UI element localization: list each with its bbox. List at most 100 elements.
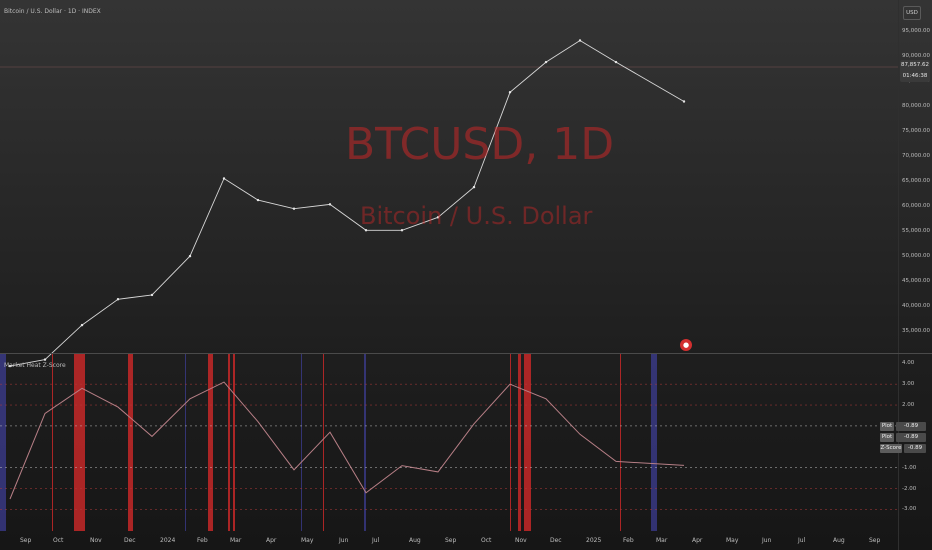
heat-bands-hot [52, 354, 621, 531]
hot-zone-band [323, 354, 324, 531]
price-point [544, 60, 548, 64]
plot-badge-key: Plot [880, 422, 894, 431]
plot-badge-value: -0.89 [896, 433, 926, 442]
pane-divider[interactable] [0, 353, 932, 354]
symbol-watermark: BTCUSD, 1D [345, 119, 615, 170]
hot-zone-band [510, 354, 511, 531]
time-tick-label: Sep [869, 537, 881, 544]
time-tick-label: Jul [372, 537, 380, 544]
price-point [116, 298, 120, 301]
hot-zone-band [233, 354, 235, 531]
price-tick-label: 95,000.00 [902, 28, 930, 34]
plot-badge: Plot -0.89 [880, 422, 930, 431]
hot-zone-band [228, 354, 230, 531]
time-tick-label: Sep [20, 537, 32, 544]
price-point [578, 39, 582, 42]
cold-zone-band [364, 354, 366, 531]
zscore-tick-label: -3.00 [902, 506, 917, 513]
price-point [80, 323, 84, 327]
price-point [43, 358, 47, 361]
hot-zone-band [208, 354, 213, 531]
time-tick-label: Aug [833, 537, 845, 544]
price-tick-label: 50,000.00 [902, 253, 930, 259]
time-tick-label: Apr [692, 537, 703, 544]
time-tick-label: Mar [656, 537, 668, 544]
price-points [8, 39, 686, 368]
price-tick-label: 90,000.00 [902, 53, 930, 59]
price-point [328, 203, 332, 206]
price-point [682, 100, 686, 103]
time-tick-label: Dec [550, 537, 562, 544]
heat-bands-cold [0, 354, 657, 531]
plot-badge-value: -0.89 [896, 422, 926, 431]
price-point [222, 177, 226, 180]
hot-zone-band [52, 354, 53, 531]
price-point [400, 229, 404, 232]
time-tick-label: Dec [124, 537, 136, 544]
zscore-tick-label: 3.00 [902, 381, 915, 388]
price-point [150, 293, 154, 297]
time-tick-label: Oct [53, 537, 64, 544]
price-tick-label: 75,000.00 [902, 128, 930, 134]
zscore-tick-label: 2.00 [902, 402, 915, 409]
currency-button[interactable]: USD [903, 6, 921, 20]
time-tick-label: Jun [762, 537, 772, 544]
cold-zone-band [301, 354, 302, 531]
price-tick-label: 55,000.00 [902, 228, 930, 234]
price-point [364, 229, 368, 232]
time-tick-label: Apr [266, 537, 277, 544]
hot-zone-band [74, 354, 85, 531]
time-tick-label: Feb [623, 537, 634, 544]
price-point [188, 254, 192, 258]
zscore-badge-value: -0.89 [904, 444, 926, 453]
zscore-level-lines [0, 383, 898, 510]
time-tick-label: May [726, 537, 739, 544]
time-tick-label: Nov [90, 537, 102, 544]
time-tick-label: Aug [409, 537, 421, 544]
hot-zone-band [524, 354, 531, 531]
zscore-badge: Z-Score -0.89 [880, 444, 930, 453]
price-point [508, 91, 512, 94]
plot-badge: Plot -0.89 [880, 433, 930, 442]
zscore-tick-label: 4.00 [902, 360, 915, 367]
price-tick-label: 80,000.00 [902, 103, 930, 109]
time-tick-label: Feb [197, 537, 208, 544]
price-tick-label: 60,000.00 [902, 203, 930, 209]
price-axis-border [898, 0, 899, 550]
time-tick-label: Sep [445, 537, 457, 544]
price-tick-label: 35,000.00 [902, 328, 930, 334]
hot-zone-band [518, 354, 521, 531]
cold-zone-band [0, 354, 6, 531]
name-watermark: Bitcoin / U.S. Dollar [360, 202, 593, 230]
zscore-tick-label: -2.00 [902, 485, 917, 492]
indicator-title[interactable]: Market Heat Z-Score [4, 362, 66, 369]
time-tick-label: 2024 [160, 537, 176, 544]
price-point [256, 198, 260, 202]
time-tick-label: Jul [798, 537, 806, 544]
current-price-value: 87,857.62 [901, 62, 929, 68]
time-tick-label: May [301, 537, 314, 544]
cold-zone-band [185, 354, 186, 531]
zscore-badge-key: Z-Score [880, 444, 902, 453]
zscore-series-line [9, 381, 685, 500]
price-tick-label: 40,000.00 [902, 303, 930, 309]
price-point [8, 364, 12, 368]
current-price-badge: 87,857.62 01:46:38 [900, 60, 930, 82]
price-point [472, 185, 476, 189]
time-tick-label: Jun [339, 537, 349, 544]
zscore-tick-label: -1.00 [902, 464, 917, 471]
price-tick-label: 65,000.00 [902, 178, 930, 184]
symbol-title[interactable]: Bitcoin / U.S. Dollar · 1D · INDEX [4, 8, 101, 15]
alert-icon[interactable]: ● [680, 339, 692, 351]
hot-zone-band [128, 354, 133, 531]
plot-badge-key: Plot [880, 433, 894, 442]
price-tick-label: 45,000.00 [902, 278, 930, 284]
hot-zone-band [620, 354, 621, 531]
bar-countdown: 01:46:38 [902, 73, 928, 79]
price-point [614, 60, 618, 64]
time-tick-label: 2025 [586, 537, 602, 544]
time-tick-label: Nov [515, 537, 527, 544]
cold-zone-band [651, 354, 657, 531]
